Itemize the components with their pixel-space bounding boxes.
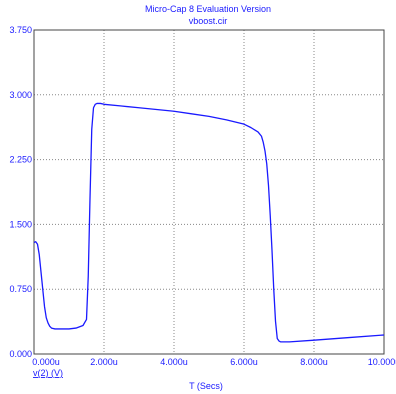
y-tick-label: 3.750	[9, 25, 32, 35]
x-tick-label: 2.000u	[90, 357, 118, 367]
legend-series-name: v(2) (V)	[33, 368, 63, 378]
chart-subtitle: vboost.cir	[189, 16, 228, 26]
series-line	[33, 102, 385, 343]
y-tick-label: 1.500	[9, 219, 32, 229]
y-tick-label: 0.750	[9, 284, 32, 294]
x-tick-label: 8.000u	[300, 357, 328, 367]
grid	[34, 30, 384, 354]
series-layer	[33, 102, 385, 343]
x-tick-label: 0.000u	[32, 357, 60, 367]
chart-title: Micro-Cap 8 Evaluation Version	[145, 4, 271, 14]
x-tick-label: 4.000u	[160, 357, 188, 367]
plot-frame	[33, 29, 385, 355]
plot-area	[33, 29, 385, 355]
tick-labels: 0.000 0.750 1.500 2.250 3.000 3.750 0.000u 2.00…	[9, 25, 396, 367]
x-tick-label: 6.000u	[230, 357, 258, 367]
x-tick-label: 10.000u	[368, 357, 396, 367]
y-tick-label: 3.000	[9, 90, 32, 100]
y-tick-label: 2.250	[9, 155, 32, 165]
y-tick-label: 0.000	[9, 349, 32, 359]
x-axis-label: T (Secs)	[189, 381, 223, 391]
